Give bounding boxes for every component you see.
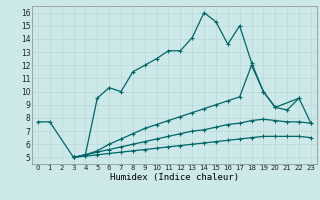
- X-axis label: Humidex (Indice chaleur): Humidex (Indice chaleur): [110, 173, 239, 182]
